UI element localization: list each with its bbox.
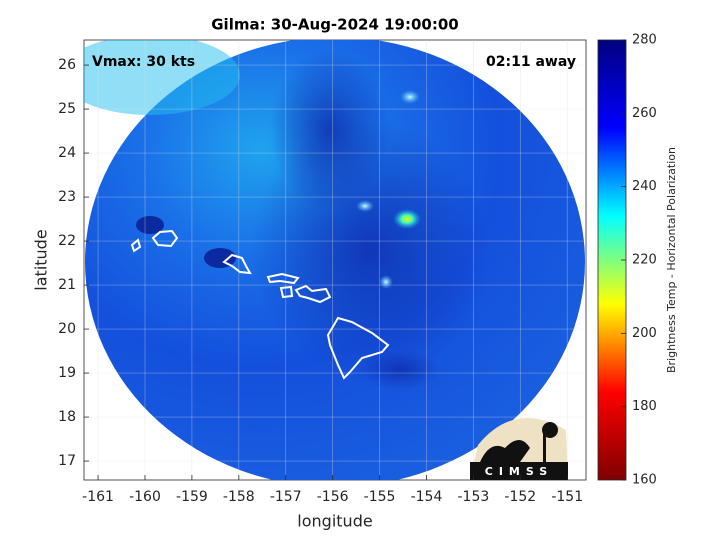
logo-shape [542, 422, 558, 438]
coastlines [130, 229, 390, 380]
x-tick-label: -156 [317, 489, 349, 505]
x-axis-label: longitude [297, 512, 372, 531]
swath-detail [84, 40, 240, 115]
annotation: 02:11 away [486, 54, 576, 70]
swath-detail [400, 90, 420, 104]
y-tick-label: 23 [58, 189, 76, 205]
y-axis-label: latitude [32, 229, 51, 290]
x-tick-label: -151 [551, 489, 583, 505]
logo-shape [543, 432, 546, 462]
x-tick-label: -159 [176, 489, 208, 505]
x-tick-label: -158 [223, 489, 255, 505]
y-tick-label: 25 [58, 101, 76, 117]
logo-band [470, 462, 568, 480]
island [130, 238, 142, 253]
x-tick-label: -161 [82, 489, 114, 505]
island [294, 284, 332, 304]
y-tick-label: 24 [58, 145, 76, 161]
annotation: Vmax: 30 kts [92, 54, 195, 70]
island [151, 229, 179, 248]
y-tick-label: 22 [58, 233, 76, 249]
colorbar-label: Brightness Temp - Horizontal Polarizatio… [665, 147, 678, 373]
swath-detail [136, 216, 164, 234]
x-tick-label: -160 [129, 489, 161, 505]
x-tick-label: -155 [364, 489, 396, 505]
x-tick-label: -153 [458, 489, 490, 505]
colorbar-tick-label: 160 [632, 473, 657, 488]
x-tick-label: -152 [504, 489, 536, 505]
x-tick-label: -157 [270, 489, 302, 505]
swath-detail [356, 200, 374, 212]
colorbar-tick-label: 240 [632, 179, 657, 194]
y-tick-label: 19 [58, 365, 76, 381]
x-tick-label: -154 [411, 489, 443, 505]
y-tick-label: 17 [58, 453, 76, 469]
colorbar-tick-label: 280 [632, 33, 657, 48]
swath-detail [270, 50, 390, 210]
y-tick-label: 26 [58, 57, 76, 73]
swath-detail [360, 350, 440, 390]
logo-text: CIMSS [485, 465, 553, 478]
logo: CIMSS [470, 418, 568, 480]
satellite-image [84, 40, 585, 480]
grid [84, 40, 586, 480]
colorbar-tick-label: 180 [632, 399, 657, 414]
island [326, 316, 390, 380]
y-tick-label: 20 [58, 321, 76, 337]
island [222, 253, 252, 275]
y-tick-label: 21 [58, 277, 76, 293]
swath-detail [379, 275, 393, 289]
colorbar-tick-label: 220 [632, 253, 657, 268]
island [266, 272, 300, 285]
swath-detail [393, 209, 421, 229]
y-tick-label: 18 [58, 409, 76, 425]
logo-shape [480, 440, 530, 462]
island [279, 285, 294, 299]
chart-title: Gilma: 30-Aug-2024 19:00:00 [211, 16, 459, 34]
colorbar-tick-label: 260 [632, 106, 657, 121]
colorbar-tick-label: 200 [632, 326, 657, 341]
